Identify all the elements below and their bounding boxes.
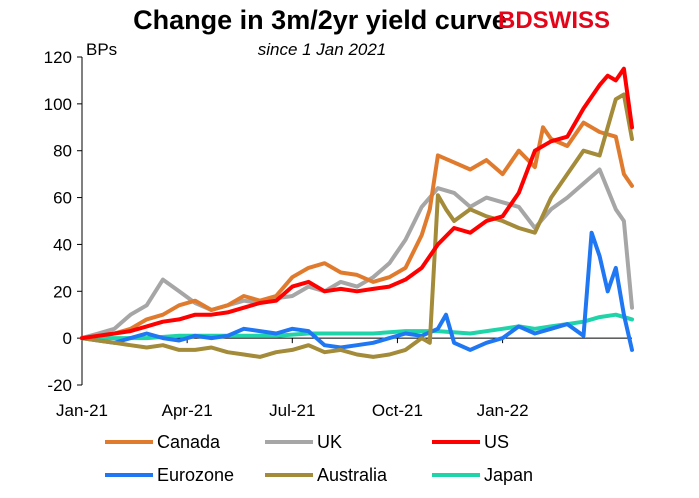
brand-logo: BDSWISS — [498, 7, 688, 34]
logo-part-2: SWISS — [532, 7, 611, 34]
y-tick-label: 120 — [44, 48, 72, 67]
series-line-uk — [80, 167, 634, 341]
series-line-eurozone — [80, 230, 634, 352]
logo-part-1: BD — [498, 7, 533, 34]
legend-label: Canada — [157, 432, 221, 452]
legend-label: Japan — [484, 465, 533, 485]
legend-label: Australia — [317, 465, 388, 485]
y-tick-label: 80 — [53, 142, 72, 161]
legend-label: Eurozone — [157, 465, 234, 485]
series-line-us — [80, 66, 634, 341]
chart-subtitle: since 1 Jan 2021 — [258, 40, 387, 59]
y-tick-label: 60 — [53, 189, 72, 208]
legend-label: UK — [317, 432, 342, 452]
legend-label: US — [484, 432, 509, 452]
y-tick-label: 20 — [53, 282, 72, 301]
x-tick-label: Jan-21 — [56, 401, 108, 420]
series-line-japan — [80, 312, 634, 341]
y-tick-label: 40 — [53, 235, 72, 254]
y-axis-label: BPs — [86, 40, 117, 59]
chart-title: Change in 3m/2yr yield curve — [133, 5, 507, 35]
series-line-canada — [80, 120, 634, 341]
x-tick-label: Jan-22 — [477, 401, 529, 420]
x-tick-label: Jul-21 — [269, 401, 315, 420]
y-tick-label: -20 — [47, 376, 72, 395]
y-tick-label: 0 — [63, 329, 72, 348]
x-tick-label: Apr-21 — [162, 401, 213, 420]
series-line-australia — [80, 92, 634, 359]
y-tick-label: 100 — [44, 95, 72, 114]
x-tick-label: Oct-21 — [372, 401, 423, 420]
